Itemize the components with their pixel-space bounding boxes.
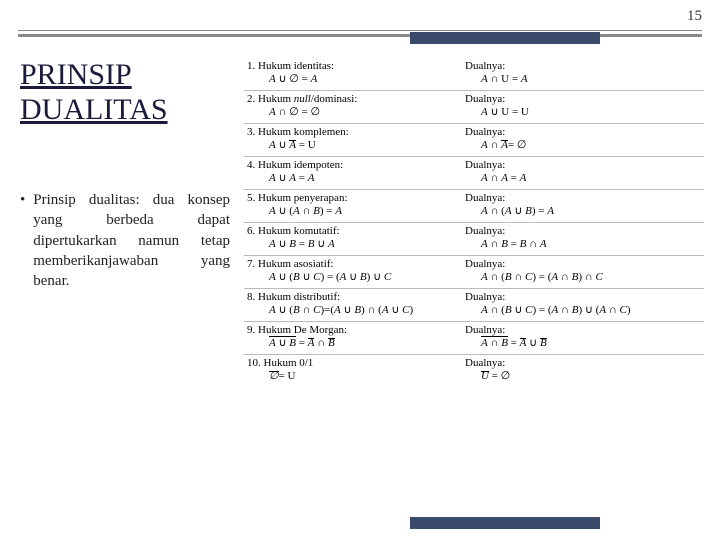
law-row: 1. Hukum identitas:A ∪ ∅ = ADualnya:A ∩ … bbox=[244, 58, 704, 91]
law-expr-right: U = ∅ bbox=[465, 370, 693, 384]
law-expr-left: A ∪ (B ∩ C)=(A ∪ B) ∩ (A ∪ C) bbox=[247, 304, 465, 318]
bullet-icon: • bbox=[20, 190, 25, 291]
law-expr-right: A ∩ (B ∪ C) = (A ∩ B) ∪ (A ∩ C) bbox=[465, 304, 693, 318]
dual-label: Dualnya: bbox=[465, 159, 693, 173]
law-expr-left: A ∪ B = A ∩ B bbox=[247, 337, 465, 351]
law-right: Dualnya:A ∪ U = U bbox=[465, 93, 693, 121]
dual-label: Dualnya: bbox=[465, 126, 693, 140]
law-row: 8. Hukum distributif:A ∪ (B ∩ C)=(A ∪ B)… bbox=[244, 289, 704, 322]
slide: 15 PRINSIP DUALITAS • Prinsip dualitas: … bbox=[0, 0, 720, 540]
law-left: 8. Hukum distributif:A ∪ (B ∩ C)=(A ∪ B)… bbox=[247, 291, 465, 319]
rule-thin bbox=[18, 30, 702, 31]
law-row: 4. Hukum idempoten:A ∪ A = ADualnya:A ∩ … bbox=[244, 157, 704, 190]
law-expr-left: A ∪ (A ∩ B) = A bbox=[247, 205, 465, 219]
law-expr-right: A ∩ A= ∅ bbox=[465, 139, 693, 153]
accent-bar-top bbox=[410, 32, 600, 44]
title: PRINSIP DUALITAS bbox=[20, 58, 168, 127]
law-name: 7. Hukum asosiatif: bbox=[247, 258, 465, 272]
dual-label: Dualnya: bbox=[465, 225, 693, 239]
law-right: Dualnya:A ∩ U = A bbox=[465, 60, 693, 88]
law-right: Dualnya:U = ∅ bbox=[465, 357, 693, 385]
laws-table: 1. Hukum identitas:A ∪ ∅ = ADualnya:A ∩ … bbox=[244, 58, 704, 387]
body-bullet: • Prinsip dualitas: dua konsep yang berb… bbox=[20, 190, 230, 291]
law-right: Dualnya:A ∩ B = B ∩ A bbox=[465, 225, 693, 253]
law-name: 2. Hukum null/dominasi: bbox=[247, 93, 465, 107]
law-left: 9. Hukum De Morgan:A ∪ B = A ∩ B bbox=[247, 324, 465, 352]
law-expr-right: A ∩ U = A bbox=[465, 73, 693, 87]
title-line-1: PRINSIP bbox=[20, 58, 168, 93]
law-row: 5. Hukum penyerapan:A ∪ (A ∩ B) = ADualn… bbox=[244, 190, 704, 223]
dual-label: Dualnya: bbox=[465, 357, 693, 371]
law-expr-right: A ∩ A = A bbox=[465, 172, 693, 186]
law-expr-left: A ∪ A = A bbox=[247, 172, 465, 186]
law-expr-right: A ∩ (A ∪ B) = A bbox=[465, 205, 693, 219]
law-expr-right: A ∪ U = U bbox=[465, 106, 693, 120]
title-line-2: DUALITAS bbox=[20, 93, 168, 128]
dual-label: Dualnya: bbox=[465, 60, 693, 74]
law-right: Dualnya:A ∩ (B ∩ C) = (A ∩ B) ∩ C bbox=[465, 258, 693, 286]
dual-label: Dualnya: bbox=[465, 291, 693, 305]
law-expr-left: A ∪ A = U bbox=[247, 139, 465, 153]
law-row: 10. Hukum 0/1∅= UDualnya:U = ∅ bbox=[244, 355, 704, 387]
law-name: 9. Hukum De Morgan: bbox=[247, 324, 465, 338]
law-left: 2. Hukum null/dominasi:A ∩ ∅ = ∅ bbox=[247, 93, 465, 121]
law-expr-left: A ∪ (B ∪ C) = (A ∪ B) ∪ C bbox=[247, 271, 465, 285]
law-name: 4. Hukum idempoten: bbox=[247, 159, 465, 173]
law-left: 10. Hukum 0/1∅= U bbox=[247, 357, 465, 385]
law-left: 5. Hukum penyerapan:A ∪ (A ∩ B) = A bbox=[247, 192, 465, 220]
law-left: 6. Hukum komutatif:A ∪ B = B ∪ A bbox=[247, 225, 465, 253]
page-number: 15 bbox=[687, 8, 702, 25]
law-expr-left: A ∪ ∅ = A bbox=[247, 73, 465, 87]
law-name: 3. Hukum komplemen: bbox=[247, 126, 465, 140]
bullet-text: Prinsip dualitas: dua konsep yang berbed… bbox=[33, 190, 230, 291]
law-left: 7. Hukum asosiatif:A ∪ (B ∪ C) = (A ∪ B)… bbox=[247, 258, 465, 286]
law-row: 7. Hukum asosiatif:A ∪ (B ∪ C) = (A ∪ B)… bbox=[244, 256, 704, 289]
law-right: Dualnya:A ∩ (A ∪ B) = A bbox=[465, 192, 693, 220]
law-right: Dualnya:A ∩ B = A ∪ B bbox=[465, 324, 693, 352]
dual-label: Dualnya: bbox=[465, 192, 693, 206]
accent-bar-bottom bbox=[410, 517, 600, 529]
dual-label: Dualnya: bbox=[465, 324, 693, 338]
law-name: 5. Hukum penyerapan: bbox=[247, 192, 465, 206]
law-name: 1. Hukum identitas: bbox=[247, 60, 465, 74]
dual-label: Dualnya: bbox=[465, 93, 693, 107]
law-row: 2. Hukum null/dominasi:A ∩ ∅ = ∅Dualnya:… bbox=[244, 91, 704, 124]
law-expr-right: A ∩ (B ∩ C) = (A ∩ B) ∩ C bbox=[465, 271, 693, 285]
law-name: 6. Hukum komutatif: bbox=[247, 225, 465, 239]
law-row: 3. Hukum komplemen:A ∪ A = UDualnya:A ∩ … bbox=[244, 124, 704, 157]
law-row: 6. Hukum komutatif:A ∪ B = B ∪ ADualnya:… bbox=[244, 223, 704, 256]
law-right: Dualnya:A ∩ A = A bbox=[465, 159, 693, 187]
law-name: 8. Hukum distributif: bbox=[247, 291, 465, 305]
law-left: 4. Hukum idempoten:A ∪ A = A bbox=[247, 159, 465, 187]
law-expr-left: A ∪ B = B ∪ A bbox=[247, 238, 465, 252]
dual-label: Dualnya: bbox=[465, 258, 693, 272]
law-right: Dualnya:A ∩ (B ∪ C) = (A ∩ B) ∪ (A ∩ C) bbox=[465, 291, 693, 319]
law-name: 10. Hukum 0/1 bbox=[247, 357, 465, 371]
law-row: 9. Hukum De Morgan:A ∪ B = A ∩ BDualnya:… bbox=[244, 322, 704, 355]
law-left: 1. Hukum identitas:A ∪ ∅ = A bbox=[247, 60, 465, 88]
law-expr-left: ∅= U bbox=[247, 370, 465, 384]
law-expr-left: A ∩ ∅ = ∅ bbox=[247, 106, 465, 120]
law-expr-right: A ∩ B = A ∪ B bbox=[465, 337, 693, 351]
law-expr-right: A ∩ B = B ∩ A bbox=[465, 238, 693, 252]
law-right: Dualnya:A ∩ A= ∅ bbox=[465, 126, 693, 154]
law-left: 3. Hukum komplemen:A ∪ A = U bbox=[247, 126, 465, 154]
